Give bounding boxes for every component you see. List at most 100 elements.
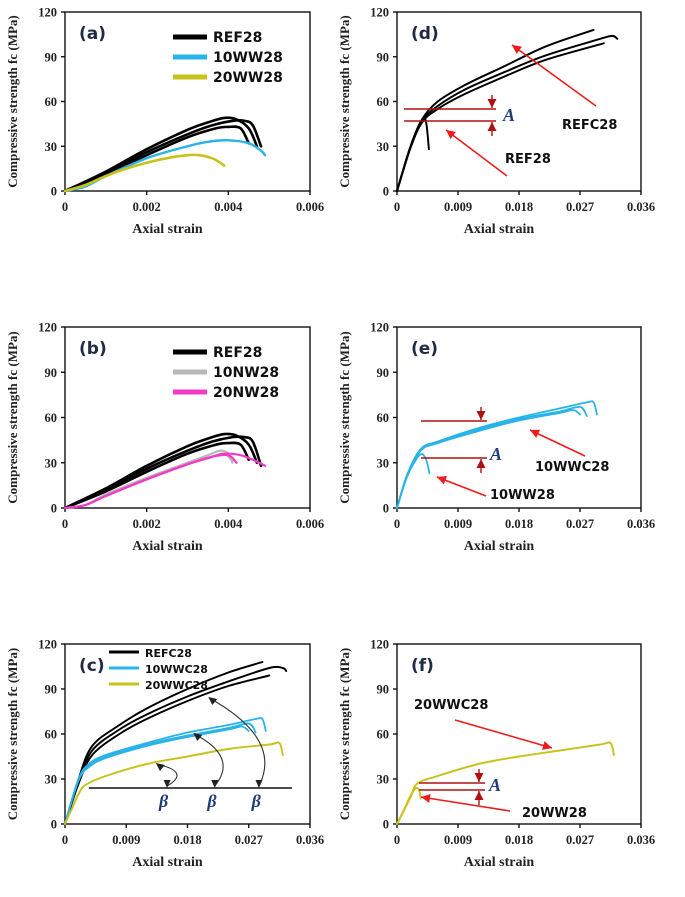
arrow-head (542, 741, 552, 750)
arrow-head (487, 122, 497, 131)
label-10wwc28: 10WWC28 (535, 460, 609, 475)
x-tick-label: 0.027 (566, 200, 594, 214)
chart-panel-e: 0 30 60 90 120 0 0.009 0.018 0.027 0.036 Axial str… (337, 321, 655, 555)
gap-arrow-down (474, 769, 484, 782)
gap-indicator-A: A (404, 105, 515, 125)
label-10ww28: 10WW28 (490, 488, 555, 503)
chart-panel-d: 0 30 60 90 120 0 0.009 0.018 0.027 0.036 Axial str… (337, 6, 655, 238)
x-tick-label: 0.018 (505, 517, 533, 531)
beta-symbol: β (206, 791, 217, 811)
series-line-10wwc28 (64, 725, 250, 825)
y-tick-label: 90 (45, 50, 58, 64)
gap-symbol-A: A (502, 105, 515, 125)
arrow-20wwc28 (454, 719, 553, 750)
gap-arrow-up (474, 791, 484, 805)
arrow-head (530, 429, 541, 438)
arc-arrowhead-end (211, 780, 219, 788)
arc-arrowhead-start (208, 697, 218, 705)
arc-path (194, 733, 224, 787)
y-tick-label: 60 (377, 411, 390, 425)
series-line-ref28 (396, 116, 430, 192)
chart-panel-c: 0 30 60 90 120 0 0.009 0.018 0.027 0.036 Axial str… (5, 638, 324, 871)
arrow-10ww28 (436, 476, 487, 497)
y-tick-label: 0 (383, 502, 389, 516)
y-tick-label: 30 (377, 773, 390, 787)
y-tick-label: 120 (370, 6, 389, 20)
arrow-ref28 (445, 129, 508, 177)
x-axis-label: Axial strain (464, 222, 535, 237)
legend-label: 10NW28 (213, 365, 279, 381)
series-line-10nw28 (63, 452, 234, 510)
x-tick-label: 0.002 (133, 517, 161, 531)
y-axis-label: Compressive strength fc (MPa) (5, 331, 20, 503)
chart-panel-f: 0 30 60 90 120 0 0.009 0.018 0.027 0.036 Axial str… (337, 638, 655, 871)
y-axis-label: Compressive strength fc (MPa) (337, 331, 352, 503)
series-line-refc28 (64, 674, 271, 825)
arrow-20ww28 (420, 793, 511, 812)
x-axis-label: Axial strain (132, 855, 203, 870)
gap-arrow-down (476, 407, 486, 420)
gap-arrow-down (487, 95, 497, 108)
series-line-20wwc28 (64, 741, 284, 825)
beta-symbol: β (251, 791, 262, 811)
arrow-head (421, 793, 431, 803)
gap-arrow-up (487, 122, 497, 136)
y-tick-label: 0 (51, 818, 57, 832)
x-tick-label: 0.027 (235, 833, 263, 847)
x-tick-label: 0.006 (296, 200, 324, 214)
x-tick-label: 0.036 (296, 833, 324, 847)
x-tick-label: 0 (394, 833, 400, 847)
x-tick-label: 0.009 (444, 833, 472, 847)
arc-path (209, 697, 266, 787)
arrow-head (474, 791, 484, 800)
panel-label: (a) (79, 24, 106, 44)
arc-arrowhead-start (193, 733, 203, 741)
gap-symbol-A: A (489, 444, 502, 464)
y-tick-label: 30 (45, 140, 58, 154)
arrow-head (474, 773, 484, 782)
y-tick-label: 90 (45, 683, 58, 697)
y-axis-label: Compressive strength fc (MPa) (5, 15, 20, 187)
y-tick-label: 90 (377, 683, 390, 697)
y-tick-label: 120 (38, 638, 57, 652)
arc-arrowhead-start (155, 763, 165, 771)
arc-arrowhead-end (255, 780, 263, 788)
gap-arrow-up (476, 459, 486, 473)
y-tick-label: 90 (377, 50, 390, 64)
label-ref28: REF28 (505, 152, 551, 167)
x-tick-label: 0.018 (505, 833, 533, 847)
x-tick-label: 0.036 (627, 200, 655, 214)
x-axis-label: Axial strain (464, 539, 535, 554)
x-tick-label: 0.009 (112, 833, 140, 847)
series-line-10ww28 (396, 453, 431, 509)
y-tick-label: 120 (38, 321, 57, 335)
legend-label: 20WWC28 (145, 679, 208, 692)
y-tick-label: 30 (45, 456, 58, 470)
y-tick-label: 30 (377, 140, 390, 154)
arrow-head (476, 459, 486, 468)
x-tick-label: 0.006 (296, 517, 324, 531)
gap-indicator-A: A (419, 775, 501, 795)
x-tick-label: 0.002 (133, 200, 161, 214)
x-tick-label: 0 (62, 200, 68, 214)
beta-symbol: β (158, 791, 169, 811)
series-line-ref28 (63, 441, 250, 510)
y-tick-label: 60 (377, 728, 390, 742)
panel-label: (c) (79, 656, 105, 676)
x-tick-label: 0.004 (214, 200, 243, 214)
series-line-20nw28 (63, 453, 238, 510)
y-tick-label: 120 (38, 6, 57, 20)
y-tick-label: 90 (377, 366, 390, 380)
arrow-refc28 (511, 44, 597, 107)
label-20wwc28: 20WWC28 (414, 698, 488, 713)
legend-label: 10WW28 (213, 50, 283, 66)
y-tick-label: 120 (370, 321, 389, 335)
legend-label: REFC28 (145, 647, 192, 660)
y-axis-label: Compressive strength fc (MPa) (337, 15, 352, 187)
x-tick-label: 0.009 (444, 200, 472, 214)
label-refc28: REFC28 (562, 118, 617, 133)
beta-angle-arc: β (155, 763, 178, 811)
beta-angle-arc: β (193, 733, 224, 811)
y-tick-label: 30 (45, 773, 58, 787)
